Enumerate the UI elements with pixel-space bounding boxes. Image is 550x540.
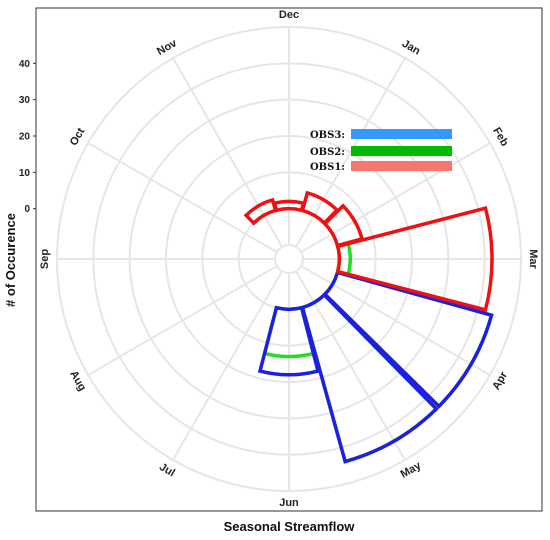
legend-label-obs2: OBS2: bbox=[310, 147, 345, 158]
month-label-mar: Mar bbox=[527, 249, 539, 269]
grid-spoke bbox=[87, 142, 278, 253]
legend: OBS3: OBS2: OBS1: bbox=[310, 129, 452, 173]
legend-key-obs1 bbox=[351, 161, 452, 171]
month-label-sep: Sep bbox=[39, 249, 51, 269]
y-tick-label: 40 bbox=[19, 59, 31, 70]
y-tick-label: 30 bbox=[19, 95, 31, 106]
bar-obs1-dec bbox=[272, 199, 306, 213]
x-axis-title: Seasonal Streamflow bbox=[224, 519, 356, 534]
legend-key-obs2 bbox=[351, 146, 452, 156]
y-tick-label: 10 bbox=[19, 168, 31, 179]
legend-key-obs3 bbox=[351, 129, 452, 139]
y-tick-label: 0 bbox=[24, 204, 30, 215]
month-label-jun: Jun bbox=[279, 497, 299, 509]
bars bbox=[243, 190, 494, 464]
grid-spoke bbox=[87, 265, 278, 376]
legend-label-obs3: OBS3: bbox=[310, 130, 345, 141]
polar-grid bbox=[56, 26, 522, 492]
y-tick-label: 20 bbox=[19, 132, 31, 143]
y-axis: 0 10 20 30 40 bbox=[19, 59, 36, 215]
y-axis-title: # of Occurence bbox=[3, 213, 18, 307]
month-label-dec: Dec bbox=[279, 9, 299, 21]
bar-obs3-may bbox=[300, 292, 439, 464]
bar-obs1-mar bbox=[335, 206, 494, 312]
legend-label-obs1: OBS1: bbox=[310, 162, 345, 173]
grid-spoke bbox=[172, 270, 283, 461]
bar-obs3-jun bbox=[257, 305, 321, 377]
bar-obs1-nov bbox=[243, 197, 278, 226]
bar-obs3-apr bbox=[322, 270, 494, 409]
